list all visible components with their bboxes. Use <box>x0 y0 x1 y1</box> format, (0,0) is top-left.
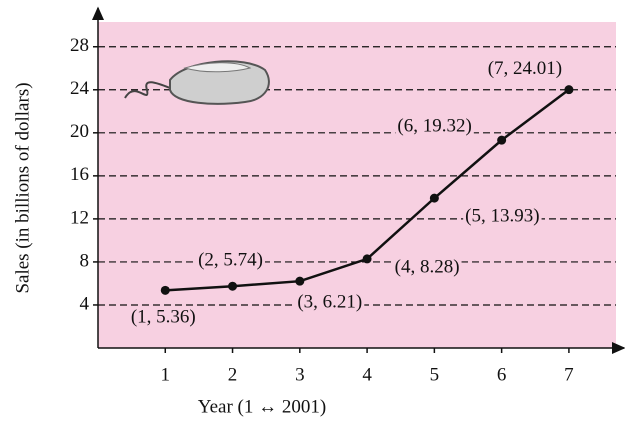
data-label-background <box>196 249 265 271</box>
data-label-background <box>128 306 198 328</box>
data-label-background <box>392 256 462 278</box>
data-label: (4, 8.28) <box>395 256 460 277</box>
y-tick-label: 28 <box>70 35 89 56</box>
y-axis-label: Sales (in billions of dollars) <box>12 82 33 293</box>
data-label-background <box>295 291 365 313</box>
data-label-background <box>485 58 565 80</box>
x-tick-label: 2 <box>228 364 238 385</box>
data-point <box>362 254 372 264</box>
data-label: (2, 5.74) <box>198 250 263 271</box>
data-point <box>564 85 574 95</box>
x-tick-label: 4 <box>362 364 372 385</box>
data-point <box>497 135 507 145</box>
y-tick-label: 8 <box>80 250 90 271</box>
data-point <box>429 193 439 203</box>
x-tick-label: 7 <box>564 364 574 385</box>
data-point <box>228 281 238 291</box>
data-label: (3, 6.21) <box>297 292 362 313</box>
data-label-background <box>463 205 542 227</box>
mouse-icon <box>124 60 270 105</box>
y-tick-label: 16 <box>70 164 89 185</box>
data-point <box>295 276 305 286</box>
y-tick-label: 24 <box>70 78 90 99</box>
data-label-background <box>395 115 474 137</box>
x-tick-label: 6 <box>497 364 507 385</box>
y-tick-label: 4 <box>80 293 90 314</box>
x-tick-label: 5 <box>430 364 440 385</box>
data-label: (6, 19.32) <box>397 115 471 136</box>
data-point <box>160 285 170 295</box>
data-label: (5, 13.93) <box>465 205 539 226</box>
data-label: (1, 5.36) <box>131 307 196 328</box>
x-axis-label: Year (1 ↔ 2001) <box>198 396 326 417</box>
x-tick-label: 1 <box>161 364 171 385</box>
data-label: (7, 24.01) <box>488 58 562 79</box>
x-tick-label: 3 <box>295 364 305 385</box>
y-tick-label: 20 <box>70 121 89 142</box>
y-tick-label: 12 <box>70 207 89 228</box>
